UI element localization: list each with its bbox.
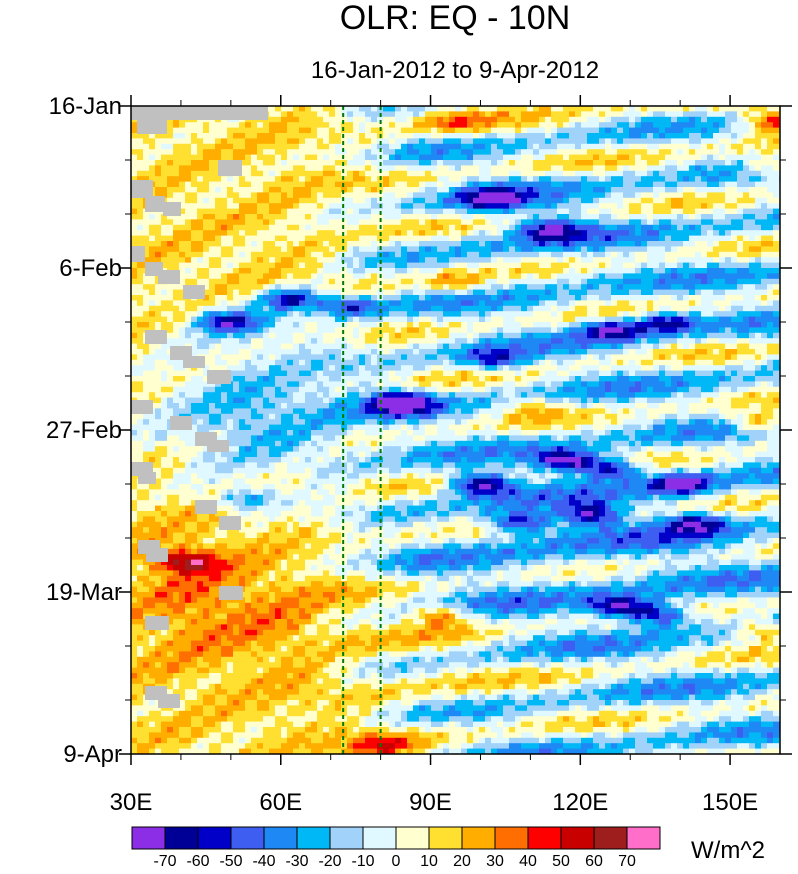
missing-data-patch [145, 330, 167, 344]
missing-data-patch [131, 180, 153, 198]
colorbar: -70 -60 -50 -40 -30 -20 -10 0 10 20 30 40 50 60 70 [132, 827, 660, 869]
y-tick-label: 19-Mar [46, 579, 122, 606]
missing-data-patch [207, 370, 231, 384]
colorbar-swatch [264, 827, 297, 849]
colorbar-level-label: -20 [318, 853, 341, 869]
colorbar-swatch [198, 827, 231, 849]
colorbar-swatch [165, 827, 198, 849]
colorbar-swatch [594, 827, 627, 849]
x-tick-label: 30E [110, 789, 153, 816]
missing-data-patch [131, 106, 268, 120]
colorbar-level-label: 40 [519, 853, 537, 869]
missing-data-patch [158, 694, 180, 708]
colorbar-swatch [231, 827, 264, 849]
colorbar-level-label: 60 [585, 853, 603, 869]
missing-data-patch [145, 616, 169, 630]
colorbar-level-label: 0 [392, 853, 401, 869]
colorbar-swatch [561, 827, 594, 849]
y-tick-label: 27-Feb [46, 417, 122, 444]
colorbar-level-label: 50 [552, 853, 570, 869]
colorbar-level-label: 70 [618, 853, 636, 869]
colorbar-swatch [495, 827, 528, 849]
missing-data-patch [145, 196, 165, 212]
missing-data-patch [146, 548, 168, 562]
missing-data-patch [219, 516, 241, 530]
colorbar-level-label: -70 [153, 853, 176, 869]
missing-data-patch [183, 356, 205, 368]
plot-area [131, 106, 786, 760]
missing-data-patch [138, 472, 156, 484]
colorbar-swatch [396, 827, 429, 849]
colorbar-level-label: -40 [252, 853, 275, 869]
colorbar-swatch [132, 827, 165, 849]
missing-data-patch [158, 270, 180, 284]
y-tick-label: 9-Apr [63, 741, 122, 768]
colorbar-swatch [627, 827, 660, 849]
x-tick-label: 150E [702, 789, 758, 816]
missing-data-patch [131, 400, 153, 414]
colorbar-level-label: 10 [420, 853, 438, 869]
colorbar-unit-label: W/m^2 [691, 837, 765, 864]
missing-data-patch [131, 246, 145, 262]
y-tick-label: 6-Feb [59, 255, 122, 282]
colorbar-level-label: -30 [285, 853, 308, 869]
missing-data-patch [137, 120, 167, 134]
missing-data-patch [170, 416, 192, 430]
colorbar-swatch [330, 827, 363, 849]
x-tick-label: 120E [552, 789, 608, 816]
colorbar-level-label: -10 [351, 853, 374, 869]
missing-data-patch [219, 586, 243, 600]
chart-title: OLR: EQ - 10N [340, 0, 571, 37]
y-tick-label: 16-Jan [49, 93, 122, 120]
colorbar-swatch [429, 827, 462, 849]
colorbar-swatch [528, 827, 561, 849]
colorbar-level-label: -60 [186, 853, 209, 869]
x-tick-label: 60E [259, 789, 302, 816]
chart-subtitle: 16-Jan-2012 to 9-Apr-2012 [311, 57, 599, 84]
colorbar-swatch [363, 827, 396, 849]
x-tick-label: 90E [409, 789, 452, 816]
colorbar-level-label: -50 [219, 853, 242, 869]
colorbar-level-label: 20 [453, 853, 471, 869]
missing-data-patch [195, 500, 217, 514]
colorbar-level-label: 30 [486, 853, 504, 869]
missing-data-patch [207, 440, 229, 452]
colorbar-swatch [462, 827, 495, 849]
missing-data-patch [183, 285, 205, 299]
colorbar-swatch [297, 827, 330, 849]
missing-data-patch [163, 202, 181, 216]
missing-data-patch [218, 160, 242, 176]
